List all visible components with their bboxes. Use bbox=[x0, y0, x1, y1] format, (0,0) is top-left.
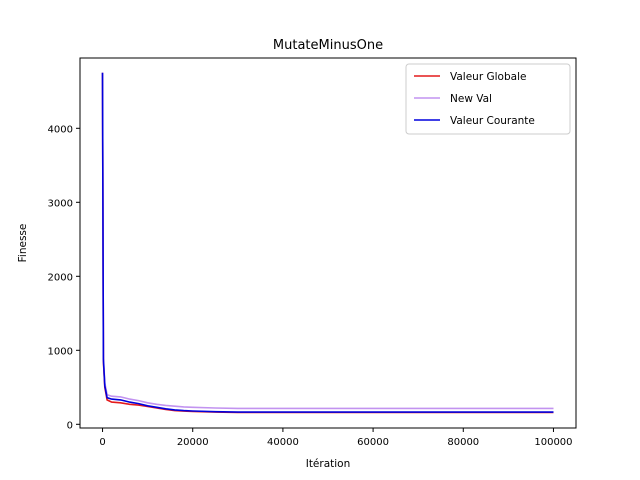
y-axis-label: Finesse bbox=[17, 224, 29, 263]
y-tick-label-4: 4000 bbox=[48, 124, 73, 135]
series-line-1 bbox=[101, 72, 554, 410]
chart-title: MutateMinusOne bbox=[273, 38, 383, 53]
plot-frame bbox=[79, 57, 577, 429]
y-tick-label-0: 0 bbox=[67, 420, 73, 431]
x-tick-label-2: 40000 bbox=[267, 437, 299, 448]
legend-label-0: Valeur Globale bbox=[450, 71, 526, 83]
y-axis: 0 1000 2000 3000 4000 bbox=[48, 124, 80, 431]
legend: Valeur Globale New Val Valeur Courante bbox=[405, 63, 571, 135]
plot-area bbox=[101, 72, 554, 414]
series-line-2 bbox=[101, 72, 554, 413]
x-axis: 0 20000 40000 60000 80000 100000 bbox=[99, 428, 573, 448]
x-tick-label-0: 0 bbox=[99, 437, 105, 448]
legend-label-1: New Val bbox=[450, 93, 492, 105]
x-axis-label: Itération bbox=[306, 458, 351, 470]
y-tick-label-1: 1000 bbox=[48, 346, 73, 357]
y-tick-label-2: 2000 bbox=[48, 272, 73, 283]
x-tick-label-1: 20000 bbox=[177, 437, 209, 448]
x-tick-label-3: 60000 bbox=[357, 437, 389, 448]
x-tick-label-5: 100000 bbox=[534, 437, 572, 448]
legend-box bbox=[405, 63, 571, 135]
y-tick-label-3: 3000 bbox=[48, 198, 73, 209]
x-tick-label-4: 80000 bbox=[447, 437, 479, 448]
legend-label-2: Valeur Courante bbox=[450, 115, 535, 127]
